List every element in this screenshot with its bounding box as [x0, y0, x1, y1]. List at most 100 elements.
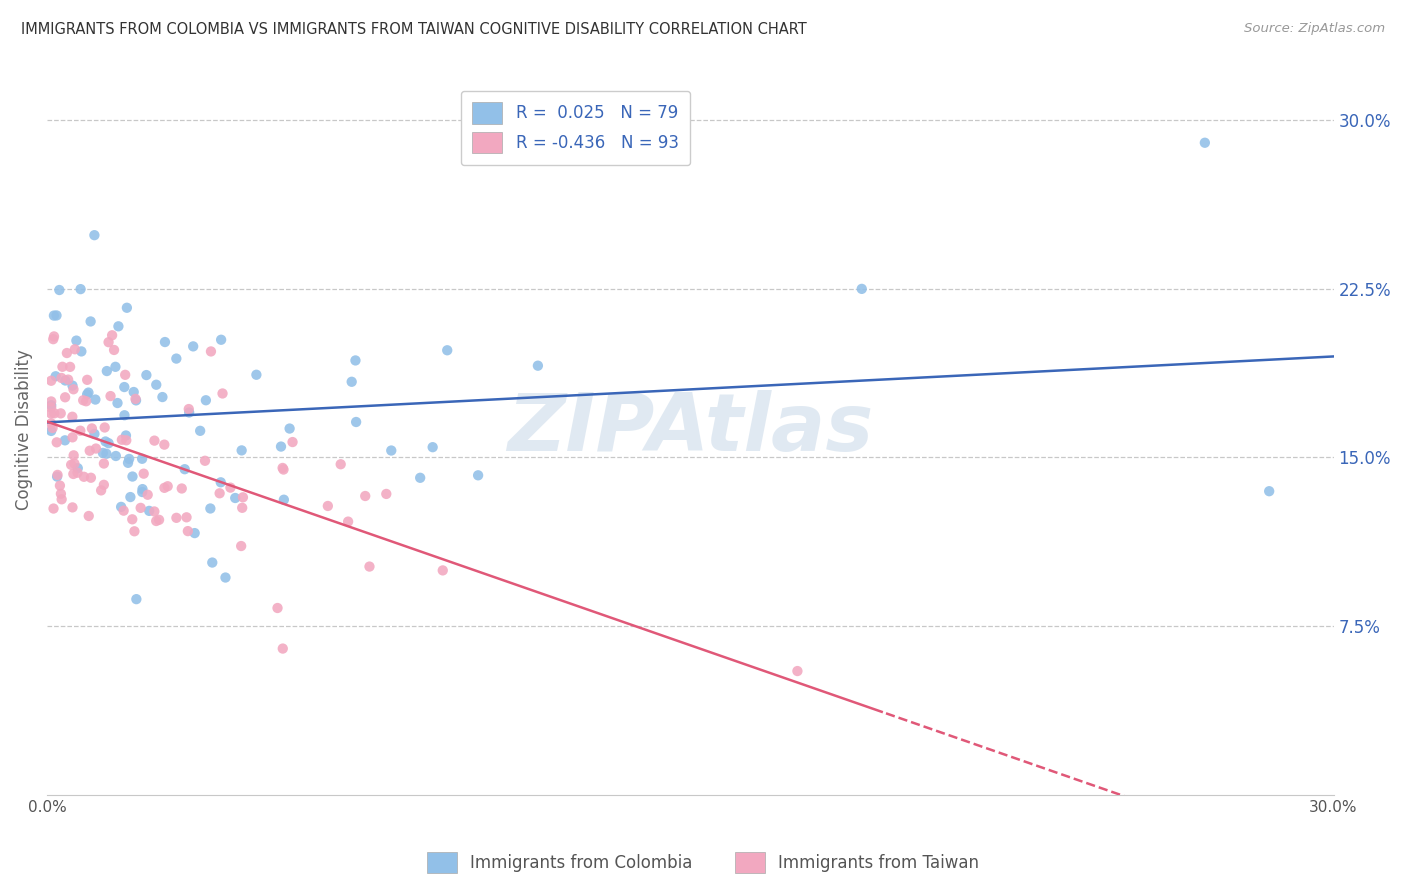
Point	[527, 359, 550, 373]
Point	[49, 406, 72, 420]
Point	[79, 443, 101, 458]
Point	[84, 442, 107, 456]
Point	[124, 524, 146, 539]
Point	[231, 539, 253, 553]
Point	[271, 461, 294, 475]
Point	[56, 373, 79, 387]
Point	[273, 462, 295, 476]
Point	[344, 415, 367, 429]
Point	[63, 457, 86, 471]
Point	[208, 486, 231, 500]
Point	[51, 371, 73, 385]
Point	[129, 500, 152, 515]
Point	[281, 435, 304, 450]
Point	[851, 282, 873, 296]
Point	[107, 319, 129, 334]
Point	[148, 513, 170, 527]
Point	[380, 443, 402, 458]
Point	[42, 329, 65, 343]
Point	[66, 461, 89, 475]
Point	[56, 346, 79, 360]
Point	[46, 469, 69, 483]
Point	[66, 466, 89, 480]
Point	[188, 424, 211, 438]
Point	[145, 377, 167, 392]
Point	[111, 433, 134, 447]
Point	[200, 344, 222, 359]
Point	[83, 426, 105, 441]
Point	[42, 332, 65, 346]
Point	[340, 375, 363, 389]
Point	[165, 351, 187, 366]
Point	[101, 328, 124, 343]
Point	[42, 309, 65, 323]
Point	[131, 451, 153, 466]
Point	[211, 386, 233, 401]
Point	[62, 500, 84, 515]
Point	[90, 483, 112, 498]
Point	[120, 490, 142, 504]
Point	[115, 428, 138, 442]
Point	[39, 401, 62, 415]
Point	[117, 456, 139, 470]
Point	[467, 468, 489, 483]
Point	[42, 501, 65, 516]
Point	[143, 504, 166, 518]
Point	[231, 500, 253, 515]
Point	[132, 467, 155, 481]
Point	[110, 500, 132, 514]
Point	[173, 462, 195, 476]
Point	[231, 443, 253, 458]
Point	[138, 504, 160, 518]
Point	[344, 353, 367, 368]
Point	[91, 446, 114, 460]
Point	[436, 343, 458, 358]
Point	[62, 448, 84, 462]
Point	[114, 409, 136, 423]
Point	[39, 398, 62, 412]
Point	[100, 389, 122, 403]
Point	[80, 421, 103, 435]
Point	[103, 343, 125, 357]
Point	[271, 641, 294, 656]
Point	[273, 492, 295, 507]
Point	[245, 368, 267, 382]
Point	[39, 424, 62, 438]
Point	[45, 435, 67, 450]
Point	[53, 434, 76, 448]
Point	[93, 478, 115, 492]
Point	[114, 368, 136, 382]
Point	[135, 368, 157, 382]
Point	[76, 387, 98, 401]
Point	[60, 458, 83, 472]
Point	[375, 487, 398, 501]
Point	[422, 440, 444, 454]
Point	[270, 440, 292, 454]
Point	[97, 335, 120, 350]
Point	[181, 339, 204, 353]
Point	[152, 390, 174, 404]
Point	[214, 570, 236, 584]
Point	[104, 359, 127, 374]
Point	[201, 556, 224, 570]
Point	[176, 510, 198, 524]
Point	[786, 664, 808, 678]
Point	[73, 470, 96, 484]
Point	[49, 487, 72, 501]
Point	[121, 469, 143, 483]
Point	[177, 524, 200, 538]
Point	[194, 393, 217, 408]
Point	[112, 380, 135, 394]
Point	[80, 471, 103, 485]
Point	[97, 436, 120, 450]
Point	[62, 430, 84, 444]
Text: ZIPAtlas: ZIPAtlas	[508, 391, 873, 468]
Point	[53, 390, 76, 404]
Point	[209, 333, 232, 347]
Point	[104, 449, 127, 463]
Point	[170, 482, 193, 496]
Point	[39, 374, 62, 388]
Legend: Immigrants from Colombia, Immigrants from Taiwan: Immigrants from Colombia, Immigrants fro…	[420, 846, 986, 880]
Point	[131, 485, 153, 500]
Point	[266, 601, 288, 615]
